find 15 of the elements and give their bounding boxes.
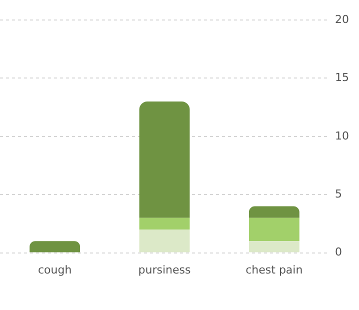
bar: [30, 241, 80, 252]
x-tick-label: cough: [38, 263, 72, 276]
bar: [139, 101, 190, 218]
y-tick-label: 10: [335, 129, 350, 142]
y-tick-label: 0: [335, 246, 342, 259]
bar: [139, 218, 190, 230]
x-tick-label: pursiness: [138, 263, 191, 276]
x-tick-label: chest pain: [246, 263, 303, 276]
y-tick-label: 5: [335, 187, 342, 200]
y-tick-label: 20: [335, 12, 350, 26]
bar: [248, 218, 300, 242]
bar: [248, 241, 300, 252]
bar: [139, 230, 190, 252]
bar: [248, 206, 300, 218]
y-tick-label: 15: [335, 71, 350, 84]
